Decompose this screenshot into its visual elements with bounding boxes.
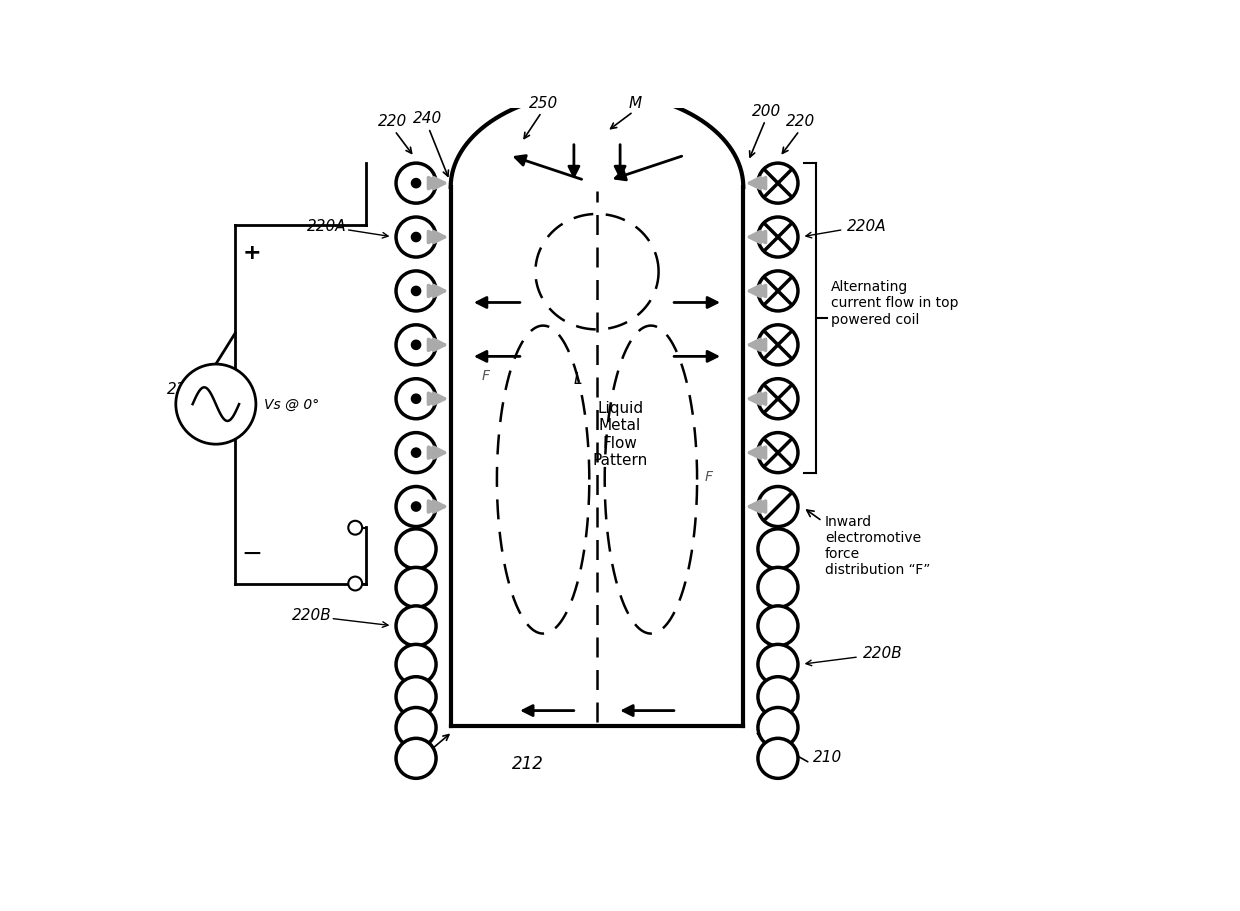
Circle shape <box>412 394 420 404</box>
Circle shape <box>412 233 420 242</box>
Text: 220B: 220B <box>863 646 903 660</box>
Circle shape <box>758 529 799 569</box>
Circle shape <box>412 287 420 296</box>
Circle shape <box>396 379 436 419</box>
Text: 220: 220 <box>786 115 816 129</box>
Circle shape <box>396 487 436 527</box>
Text: 250: 250 <box>404 757 434 773</box>
Circle shape <box>758 325 799 365</box>
Circle shape <box>758 218 799 258</box>
Circle shape <box>412 448 420 457</box>
Text: 220A: 220A <box>308 219 347 234</box>
Circle shape <box>348 521 362 535</box>
Circle shape <box>396 218 436 258</box>
Text: 212: 212 <box>512 754 544 773</box>
Circle shape <box>758 739 799 779</box>
Text: 200: 200 <box>751 104 781 118</box>
Circle shape <box>396 164 436 204</box>
Text: L: L <box>573 372 582 387</box>
Circle shape <box>758 379 799 419</box>
Circle shape <box>396 325 436 365</box>
Circle shape <box>758 568 799 608</box>
Circle shape <box>396 568 436 608</box>
Circle shape <box>396 645 436 685</box>
Text: F: F <box>481 369 490 383</box>
Circle shape <box>758 606 799 646</box>
Circle shape <box>396 677 436 717</box>
Text: 220B: 220B <box>291 607 331 622</box>
Circle shape <box>176 364 255 445</box>
Circle shape <box>758 433 799 473</box>
Circle shape <box>348 577 362 591</box>
Circle shape <box>396 606 436 646</box>
Text: F: F <box>704 469 713 483</box>
Circle shape <box>758 271 799 312</box>
Text: 220: 220 <box>378 115 408 129</box>
Text: 230: 230 <box>166 382 196 397</box>
Text: −: − <box>242 541 263 565</box>
Circle shape <box>758 645 799 685</box>
Circle shape <box>758 487 799 527</box>
Circle shape <box>396 739 436 779</box>
Text: Vs @ 0°: Vs @ 0° <box>264 398 319 412</box>
Text: Liquid
Metal
Flow
Pattern: Liquid Metal Flow Pattern <box>593 400 647 467</box>
Circle shape <box>758 164 799 204</box>
Circle shape <box>758 708 799 748</box>
Text: 250: 250 <box>528 96 558 111</box>
Circle shape <box>412 341 420 350</box>
Circle shape <box>396 708 436 748</box>
Text: Inward
electromotive
force
distribution “F”: Inward electromotive force distribution … <box>825 514 930 577</box>
Circle shape <box>396 433 436 473</box>
Circle shape <box>758 677 799 717</box>
Text: M: M <box>629 96 642 111</box>
Text: 210: 210 <box>812 750 842 764</box>
Circle shape <box>412 502 420 512</box>
Text: Alternating
current flow in top
powered coil: Alternating current flow in top powered … <box>831 280 959 326</box>
Text: +: + <box>243 243 262 263</box>
Circle shape <box>396 271 436 312</box>
Circle shape <box>396 529 436 569</box>
Text: 240: 240 <box>413 111 443 127</box>
Text: 220A: 220A <box>847 219 887 234</box>
Circle shape <box>412 179 420 189</box>
